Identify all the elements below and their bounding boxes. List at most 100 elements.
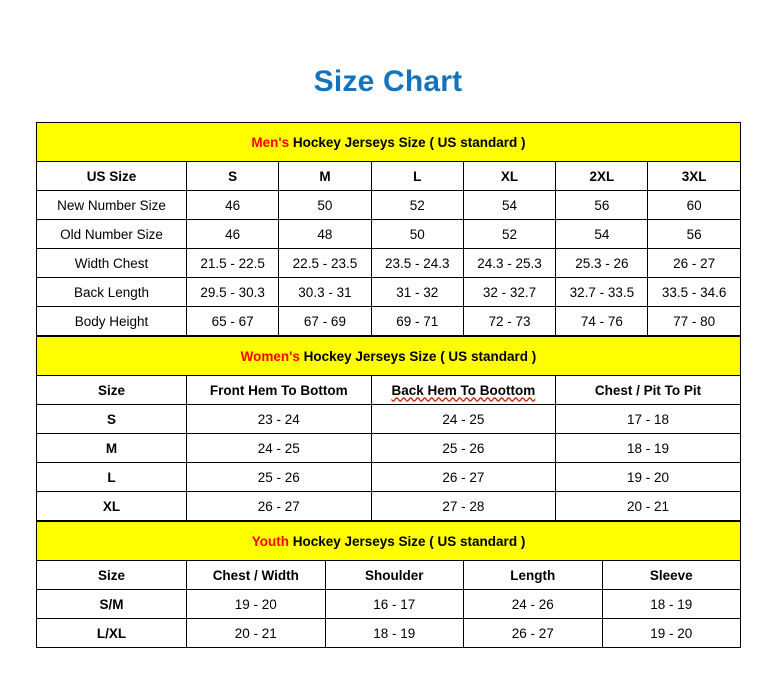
mens-row-label: Back Length bbox=[36, 277, 187, 307]
mens-size-table: Men's Hockey Jerseys Size ( US standard … bbox=[36, 122, 741, 336]
mens-cell: 77 - 80 bbox=[647, 306, 741, 336]
table-row: XL 26 - 27 27 - 28 20 - 21 bbox=[36, 491, 741, 521]
mens-cell: 54 bbox=[555, 219, 649, 249]
mens-cell: 32.7 - 33.5 bbox=[555, 277, 649, 307]
page-title: Size Chart bbox=[313, 65, 463, 98]
youth-cell: 16 - 17 bbox=[324, 589, 464, 619]
youth-header-cell: Sleeve bbox=[601, 560, 742, 590]
table-row: Back Length 29.5 - 30.3 30.3 - 31 31 - 3… bbox=[36, 277, 741, 307]
youth-header-cell: Size bbox=[36, 560, 187, 590]
misspelled-word: Back Hem To Boottom bbox=[391, 382, 536, 398]
mens-banner-row: Men's Hockey Jerseys Size ( US standard … bbox=[36, 122, 741, 162]
mens-header-cell: L bbox=[370, 161, 464, 191]
youth-row-label: S/M bbox=[36, 589, 187, 619]
womens-cell: 23 - 24 bbox=[186, 404, 372, 434]
mens-cell: 72 - 73 bbox=[462, 306, 557, 336]
mens-cell: 54 bbox=[462, 190, 557, 220]
youth-banner-row: Youth Hockey Jerseys Size ( US standard … bbox=[35, 521, 742, 561]
womens-section-banner: Women's Hockey Jerseys Size ( US standar… bbox=[36, 336, 741, 376]
table-row: New Number Size 46 50 52 54 56 60 bbox=[36, 190, 741, 220]
youth-cell: 19 - 20 bbox=[601, 618, 742, 648]
mens-header-cell: 3XL bbox=[647, 161, 741, 191]
womens-cell: 26 - 27 bbox=[186, 491, 372, 521]
womens-cell: 26 - 27 bbox=[370, 462, 557, 492]
mens-header-row: US Size S M L XL 2XL 3XL bbox=[36, 161, 741, 191]
womens-row-label: S bbox=[36, 404, 187, 434]
mens-cell: 48 bbox=[278, 219, 372, 249]
table-row: M 24 - 25 25 - 26 18 - 19 bbox=[36, 433, 741, 463]
mens-cell: 52 bbox=[462, 219, 557, 249]
womens-cell: 18 - 19 bbox=[555, 433, 741, 463]
youth-size-table: Youth Hockey Jerseys Size ( US standard … bbox=[35, 521, 742, 648]
youth-cell: 18 - 19 bbox=[601, 589, 742, 619]
womens-header-cell: Front Hem To Bottom bbox=[186, 375, 372, 405]
mens-cell: 46 bbox=[185, 219, 280, 249]
womens-size-table: Women's Hockey Jerseys Size ( US standar… bbox=[36, 336, 741, 521]
mens-cell: 50 bbox=[370, 219, 464, 249]
table-row: L 25 - 26 26 - 27 19 - 20 bbox=[36, 462, 741, 492]
womens-banner-audience: Women's bbox=[240, 348, 300, 364]
mens-cell: 30.3 - 31 bbox=[278, 277, 372, 307]
womens-cell: 27 - 28 bbox=[370, 491, 557, 521]
womens-cell: 20 - 21 bbox=[555, 491, 741, 521]
youth-cell: 19 - 20 bbox=[186, 589, 326, 619]
mens-section-banner: Men's Hockey Jerseys Size ( US standard … bbox=[36, 122, 741, 162]
mens-cell: 22.5 - 23.5 bbox=[278, 248, 372, 278]
mens-header-cell: 2XL bbox=[555, 161, 649, 191]
mens-row-label: New Number Size bbox=[36, 190, 187, 220]
mens-cell: 52 bbox=[370, 190, 464, 220]
table-row: S 23 - 24 24 - 25 17 - 18 bbox=[36, 404, 741, 434]
womens-cell: 25 - 26 bbox=[370, 433, 557, 463]
womens-cell: 19 - 20 bbox=[555, 462, 741, 492]
mens-header-cell: M bbox=[278, 161, 372, 191]
mens-banner-audience: Men's bbox=[251, 134, 290, 150]
mens-row-label: Old Number Size bbox=[36, 219, 187, 249]
mens-row-label: Body Height bbox=[36, 306, 187, 336]
womens-header-cell: Chest / Pit To Pit bbox=[555, 375, 741, 405]
womens-banner-rest: Hockey Jerseys Size ( US standard ) bbox=[299, 348, 537, 364]
mens-cell: 31 - 32 bbox=[370, 277, 464, 307]
womens-cell: 24 - 25 bbox=[370, 404, 557, 434]
mens-cell: 50 bbox=[278, 190, 372, 220]
youth-header-row: Size Chest / Width Shoulder Length Sleev… bbox=[36, 560, 742, 590]
youth-banner-rest: Hockey Jerseys Size ( US standard ) bbox=[288, 533, 526, 549]
mens-cell: 56 bbox=[647, 219, 741, 249]
womens-row-label: XL bbox=[36, 491, 187, 521]
mens-cell: 32 - 32.7 bbox=[462, 277, 557, 307]
table-row: Body Height 65 - 67 67 - 69 69 - 71 72 -… bbox=[36, 306, 741, 336]
size-chart-container: Men's Hockey Jerseys Size ( US standard … bbox=[35, 122, 742, 648]
womens-banner-row: Women's Hockey Jerseys Size ( US standar… bbox=[36, 336, 741, 376]
mens-cell: 67 - 69 bbox=[278, 306, 372, 336]
table-row: S/M 19 - 20 16 - 17 24 - 26 18 - 19 bbox=[36, 589, 742, 619]
womens-row-label: M bbox=[36, 433, 187, 463]
mens-cell: 65 - 67 bbox=[185, 306, 280, 336]
mens-cell: 24.3 - 25.3 bbox=[462, 248, 557, 278]
table-row: Old Number Size 46 48 50 52 54 56 bbox=[36, 219, 741, 249]
womens-header-cell: Size bbox=[36, 375, 187, 405]
mens-cell: 74 - 76 bbox=[555, 306, 649, 336]
mens-cell: 69 - 71 bbox=[370, 306, 464, 336]
youth-cell: 18 - 19 bbox=[324, 618, 464, 648]
mens-cell: 29.5 - 30.3 bbox=[185, 277, 280, 307]
table-row: L/XL 20 - 21 18 - 19 26 - 27 19 - 20 bbox=[36, 618, 742, 648]
womens-row-label: L bbox=[36, 462, 187, 492]
youth-row-label: L/XL bbox=[36, 618, 187, 648]
mens-header-cell: US Size bbox=[36, 161, 187, 191]
mens-header-cell: XL bbox=[462, 161, 557, 191]
youth-banner-audience: Youth bbox=[251, 533, 289, 549]
youth-section-banner: Youth Hockey Jerseys Size ( US standard … bbox=[35, 521, 742, 561]
youth-cell: 26 - 27 bbox=[463, 618, 603, 648]
mens-row-label: Width Chest bbox=[36, 248, 187, 278]
youth-header-cell: Length bbox=[463, 560, 603, 590]
mens-cell: 56 bbox=[555, 190, 649, 220]
womens-cell: 25 - 26 bbox=[186, 462, 372, 492]
mens-cell: 33.5 - 34.6 bbox=[647, 277, 741, 307]
womens-header-cell: Back Hem To Boottom bbox=[370, 375, 557, 405]
mens-cell: 46 bbox=[185, 190, 280, 220]
mens-cell: 25.3 - 26 bbox=[555, 248, 649, 278]
youth-header-cell: Shoulder bbox=[324, 560, 464, 590]
mens-cell: 23.5 - 24.3 bbox=[370, 248, 464, 278]
youth-header-cell: Chest / Width bbox=[186, 560, 326, 590]
mens-banner-rest: Hockey Jerseys Size ( US standard ) bbox=[289, 134, 526, 150]
table-row: Width Chest 21.5 - 22.5 22.5 - 23.5 23.5… bbox=[36, 248, 741, 278]
